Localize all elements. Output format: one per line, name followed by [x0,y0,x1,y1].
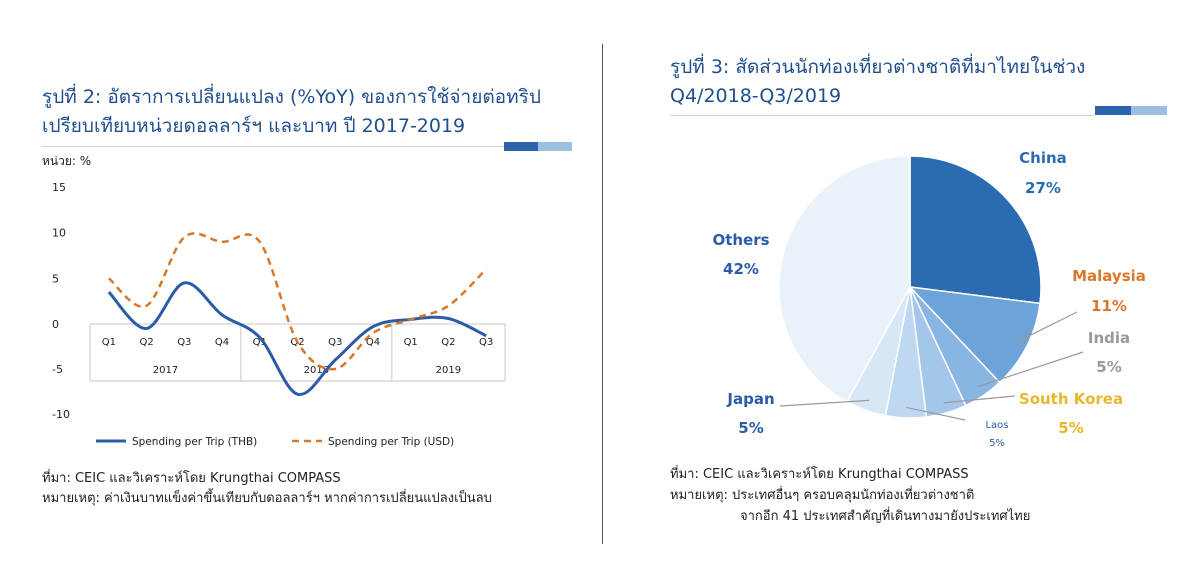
left-title-line-2: เปรียบเทียบหน่วยดอลลาร์ฯ และบาท ปี 2017-… [42,115,466,137]
leader-line-india [977,351,1084,388]
slice-value-malaysia: 11% [1091,297,1127,315]
leader-line-south-korea [943,395,1016,404]
slice-label-laos: Laos [985,420,1008,431]
leader-line-laos [906,406,966,421]
leader-line-japan [779,399,870,407]
year-group-label: 2019 [436,365,461,376]
right-title-rule [670,115,1095,116]
year-group-label: 2018 [304,365,329,376]
year-group-label: 2017 [153,365,178,376]
left-source: ที่มา: CEIC และวิเคราะห์โดย Krungthai CO… [42,471,341,486]
series-line-thb [107,281,487,396]
slice-value-south-korea: 5% [1058,419,1083,437]
y-tick-label: 0 [52,318,59,331]
x-tick-label: Q3 [479,337,493,348]
slice-label-malaysia: Malaysia [1072,267,1146,285]
pie-chart: China 27% Malaysia 11% India 5% South Korea 5% L… [712,149,1146,449]
left-title-line-1: รูปที่ 2: อัตราการเปลี่ยนแปลง (%YoY) ของ… [42,86,541,108]
x-tick-label: Q3 [328,337,342,348]
x-tick-label: Q3 [177,337,191,348]
right-note-line-1: หมายเหตุ: ประเทศอื่นๆ ครอบคลุมนักท่องเที… [670,488,975,503]
pie-slice-china [909,155,1042,305]
x-tick-label: Q1 [404,337,418,348]
series-line-usd [108,232,488,371]
slice-value-japan: 5% [738,419,763,437]
x-tick-label: Q4 [366,337,380,348]
left-chart-title: รูปที่ 2: อัตราการเปลี่ยนแปลง (%YoY) ของ… [42,83,541,141]
x-tick-label: Q1 [253,337,267,348]
left-title-rule [42,146,504,147]
right-panel: รูปที่ 3: สัดส่วนนักท่องเที่ยวต่างชาติที… [605,0,1200,565]
slice-label-others: Others [712,231,769,249]
slice-value-china: 27% [1025,179,1061,197]
right-source: ที่มา: CEIC และวิเคราะห์โดย Krungthai CO… [670,467,969,482]
pie-slice-malaysia [908,285,1041,384]
left-accent-bar-dark [504,142,538,151]
legend-label: Spending per Trip (USD) [328,436,454,448]
y-tick-label: -5 [52,363,63,376]
right-title-line-2: Q4/2018-Q3/2019 [670,85,842,107]
y-tick-label: 15 [52,181,66,194]
right-title-line-1: รูปที่ 3: สัดส่วนนักท่องเที่ยวต่างชาติที… [670,56,1086,78]
left-panel: รูปที่ 2: อัตราการเปลี่ยนแปลง (%YoY) ของ… [42,83,572,506]
y-tick-label: 10 [52,227,66,240]
x-tick-label: Q4 [215,337,229,348]
unit-label: หน่วย: % [42,154,92,168]
x-tick-label: Q2 [139,337,153,348]
slice-value-others: 42% [723,260,759,278]
right-chart-title: รูปที่ 3: สัดส่วนนักท่องเที่ยวต่างชาติที… [670,53,1085,111]
slice-value-laos: 5% [989,438,1005,449]
y-tick-label: 5 [52,272,59,285]
right-accent-bar-dark [1095,106,1131,115]
y-tick-label: -10 [52,408,70,421]
panel-divider [602,44,603,544]
slice-value-india: 5% [1096,358,1121,376]
left-accent-bar-light [538,142,572,151]
slice-label-japan: Japan [726,390,774,408]
pie-slice-others [778,155,911,403]
leader-line-malaysia [1017,311,1078,343]
right-accent-bar-light [1131,106,1167,115]
slice-label-china: China [1019,149,1067,167]
right-note-line-2: จากอีก 41 ประเทศสำคัญที่เดินทางมายังประเ… [740,509,1031,524]
left-note: หมายเหตุ: ค่าเงินบาทแข็งค่าขึ้นเทียบกับด… [42,491,492,506]
legend-label: Spending per Trip (THB) [132,436,257,448]
x-tick-label: Q2 [441,337,455,348]
slice-label-india: India [1088,329,1130,347]
x-tick-label: Q1 [102,337,116,348]
slice-label-south-korea: South Korea [1019,390,1123,408]
